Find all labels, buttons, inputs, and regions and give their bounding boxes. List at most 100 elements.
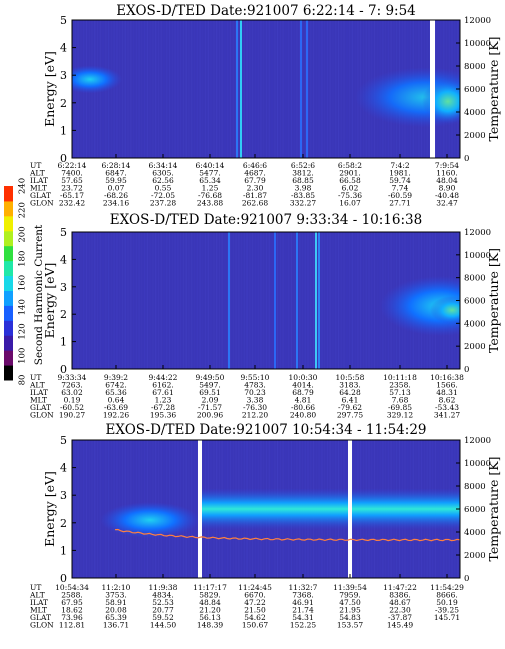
texture-stripe — [171, 20, 173, 158]
orbit-cell: 8.90 — [439, 184, 456, 193]
orbit-cell: 4687. — [244, 169, 265, 178]
orbit-cell: 64.28 — [339, 388, 361, 397]
texture-stripe — [180, 232, 182, 369]
orbit-row-label: GLAT — [30, 613, 51, 622]
orbit-cell: 50.19 — [436, 598, 458, 607]
texture-stripe — [249, 232, 251, 369]
orbit-cell: 59.95 — [105, 176, 127, 185]
spike-line — [300, 20, 302, 158]
orbit-cell: 152.25 — [290, 621, 316, 630]
orbit-cell: 9:44:22 — [149, 373, 178, 382]
orbit-cell: 3753. — [105, 591, 126, 600]
texture-stripe — [307, 20, 309, 158]
orbit-row-label: GLON — [30, 621, 54, 630]
y2-tick-label: 12000 — [464, 16, 491, 26]
orbit-cell: 6:58:2 — [338, 161, 362, 170]
orbit-cell: -81.87 — [243, 191, 267, 200]
texture-stripe — [373, 232, 376, 369]
flux-patch — [72, 65, 122, 94]
orbit-cell: 48.04 — [436, 176, 458, 185]
texture-stripe — [243, 232, 245, 369]
orbit-row-label: UT — [30, 373, 41, 382]
texture-stripe — [116, 20, 118, 158]
texture-stripe — [271, 232, 273, 369]
orbit-cell: 21.95 — [339, 606, 361, 615]
y-tick-label: 5 — [60, 434, 67, 447]
texture-stripe — [337, 20, 340, 158]
orbit-cell: 7368. — [292, 591, 313, 600]
texture-stripe — [335, 232, 337, 369]
texture-stripe — [213, 20, 215, 158]
texture-stripe — [83, 232, 85, 369]
texture-stripe — [94, 232, 96, 369]
texture-stripe — [182, 232, 184, 369]
texture-stripe — [191, 20, 193, 158]
texture-stripe — [268, 232, 270, 369]
orbit-cell: 6:52:6 — [291, 161, 315, 170]
orbit-cell: 8386. — [389, 591, 410, 600]
texture-stripe — [85, 440, 88, 578]
flux-patch — [430, 296, 460, 325]
orbit-row-label: MLT — [30, 606, 47, 615]
temperature-trace — [114, 528, 460, 542]
orbit-row-label: GLAT — [30, 403, 51, 412]
texture-stripe — [180, 20, 182, 158]
texture-stripe — [96, 440, 99, 578]
orbit-cell: 4014. — [292, 381, 313, 390]
orbit-cell: 11:47:22 — [383, 583, 417, 592]
texture-stripe — [196, 440, 198, 578]
orbit-cell: 6.41 — [342, 396, 359, 405]
texture-stripe — [301, 232, 304, 369]
colorbar-tick-label: 120 — [18, 323, 28, 339]
texture-stripe — [329, 20, 331, 158]
texture-stripe — [243, 20, 245, 158]
y-tick-label: 1 — [60, 124, 67, 137]
colorbar-tick-label: 220 — [18, 202, 28, 218]
orbit-cell: 9:39:2 — [104, 373, 128, 382]
colorbar-swatch — [4, 320, 13, 336]
colorbar-swatch — [4, 200, 13, 217]
texture-stripe — [132, 232, 135, 369]
colorbar-swatch — [4, 290, 13, 306]
texture-stripe — [229, 20, 232, 158]
orbit-cell: 67.79 — [244, 176, 266, 185]
texture-stripe — [94, 440, 96, 578]
texture-stripe — [299, 20, 301, 158]
texture-stripe — [146, 232, 148, 369]
texture-stripe — [315, 20, 317, 158]
orbit-cell: 22.30 — [389, 606, 411, 615]
panel-title: EXOS-D/TED Date:921007 10:54:34 - 11:54:… — [105, 422, 426, 438]
orbit-cell: 6162. — [152, 381, 173, 390]
orbit-cell: 48.84 — [199, 598, 221, 607]
y-axis-label: Energy [eV] — [42, 51, 57, 127]
texture-stripe — [260, 232, 262, 369]
texture-stripe — [252, 20, 254, 158]
spectrogram-area — [72, 232, 460, 369]
orbit-cell: -53.43 — [435, 403, 459, 412]
texture-stripe — [260, 20, 262, 158]
texture-stripe — [310, 232, 312, 369]
texture-stripe — [362, 232, 365, 369]
colorbar-swatch — [4, 275, 13, 291]
texture-stripe — [110, 232, 112, 369]
texture-stripe — [227, 232, 229, 369]
orbit-cell: 145.71 — [434, 613, 460, 622]
colorbar-tick-label: 100 — [18, 348, 28, 364]
orbit-cell: 10:11:18 — [383, 373, 417, 382]
texture-stripe — [163, 20, 165, 158]
texture-stripe — [216, 20, 218, 158]
texture-stripe — [141, 20, 143, 158]
orbit-cell: 3183. — [339, 381, 360, 390]
orbit-row-label: MLT — [30, 396, 47, 405]
spectrogram-area — [72, 20, 460, 158]
texture-stripe — [232, 20, 234, 158]
orbit-row-label: ALT — [29, 381, 45, 390]
texture-stripe — [340, 20, 342, 158]
orbit-cell: 240.80 — [290, 411, 316, 420]
orbit-cell: 6:34:14 — [149, 161, 178, 170]
colorbar-blocks — [4, 186, 13, 381]
data-gap — [348, 440, 352, 578]
orbit-cell: 11:24:45 — [238, 583, 272, 592]
texture-stripe — [163, 232, 165, 369]
